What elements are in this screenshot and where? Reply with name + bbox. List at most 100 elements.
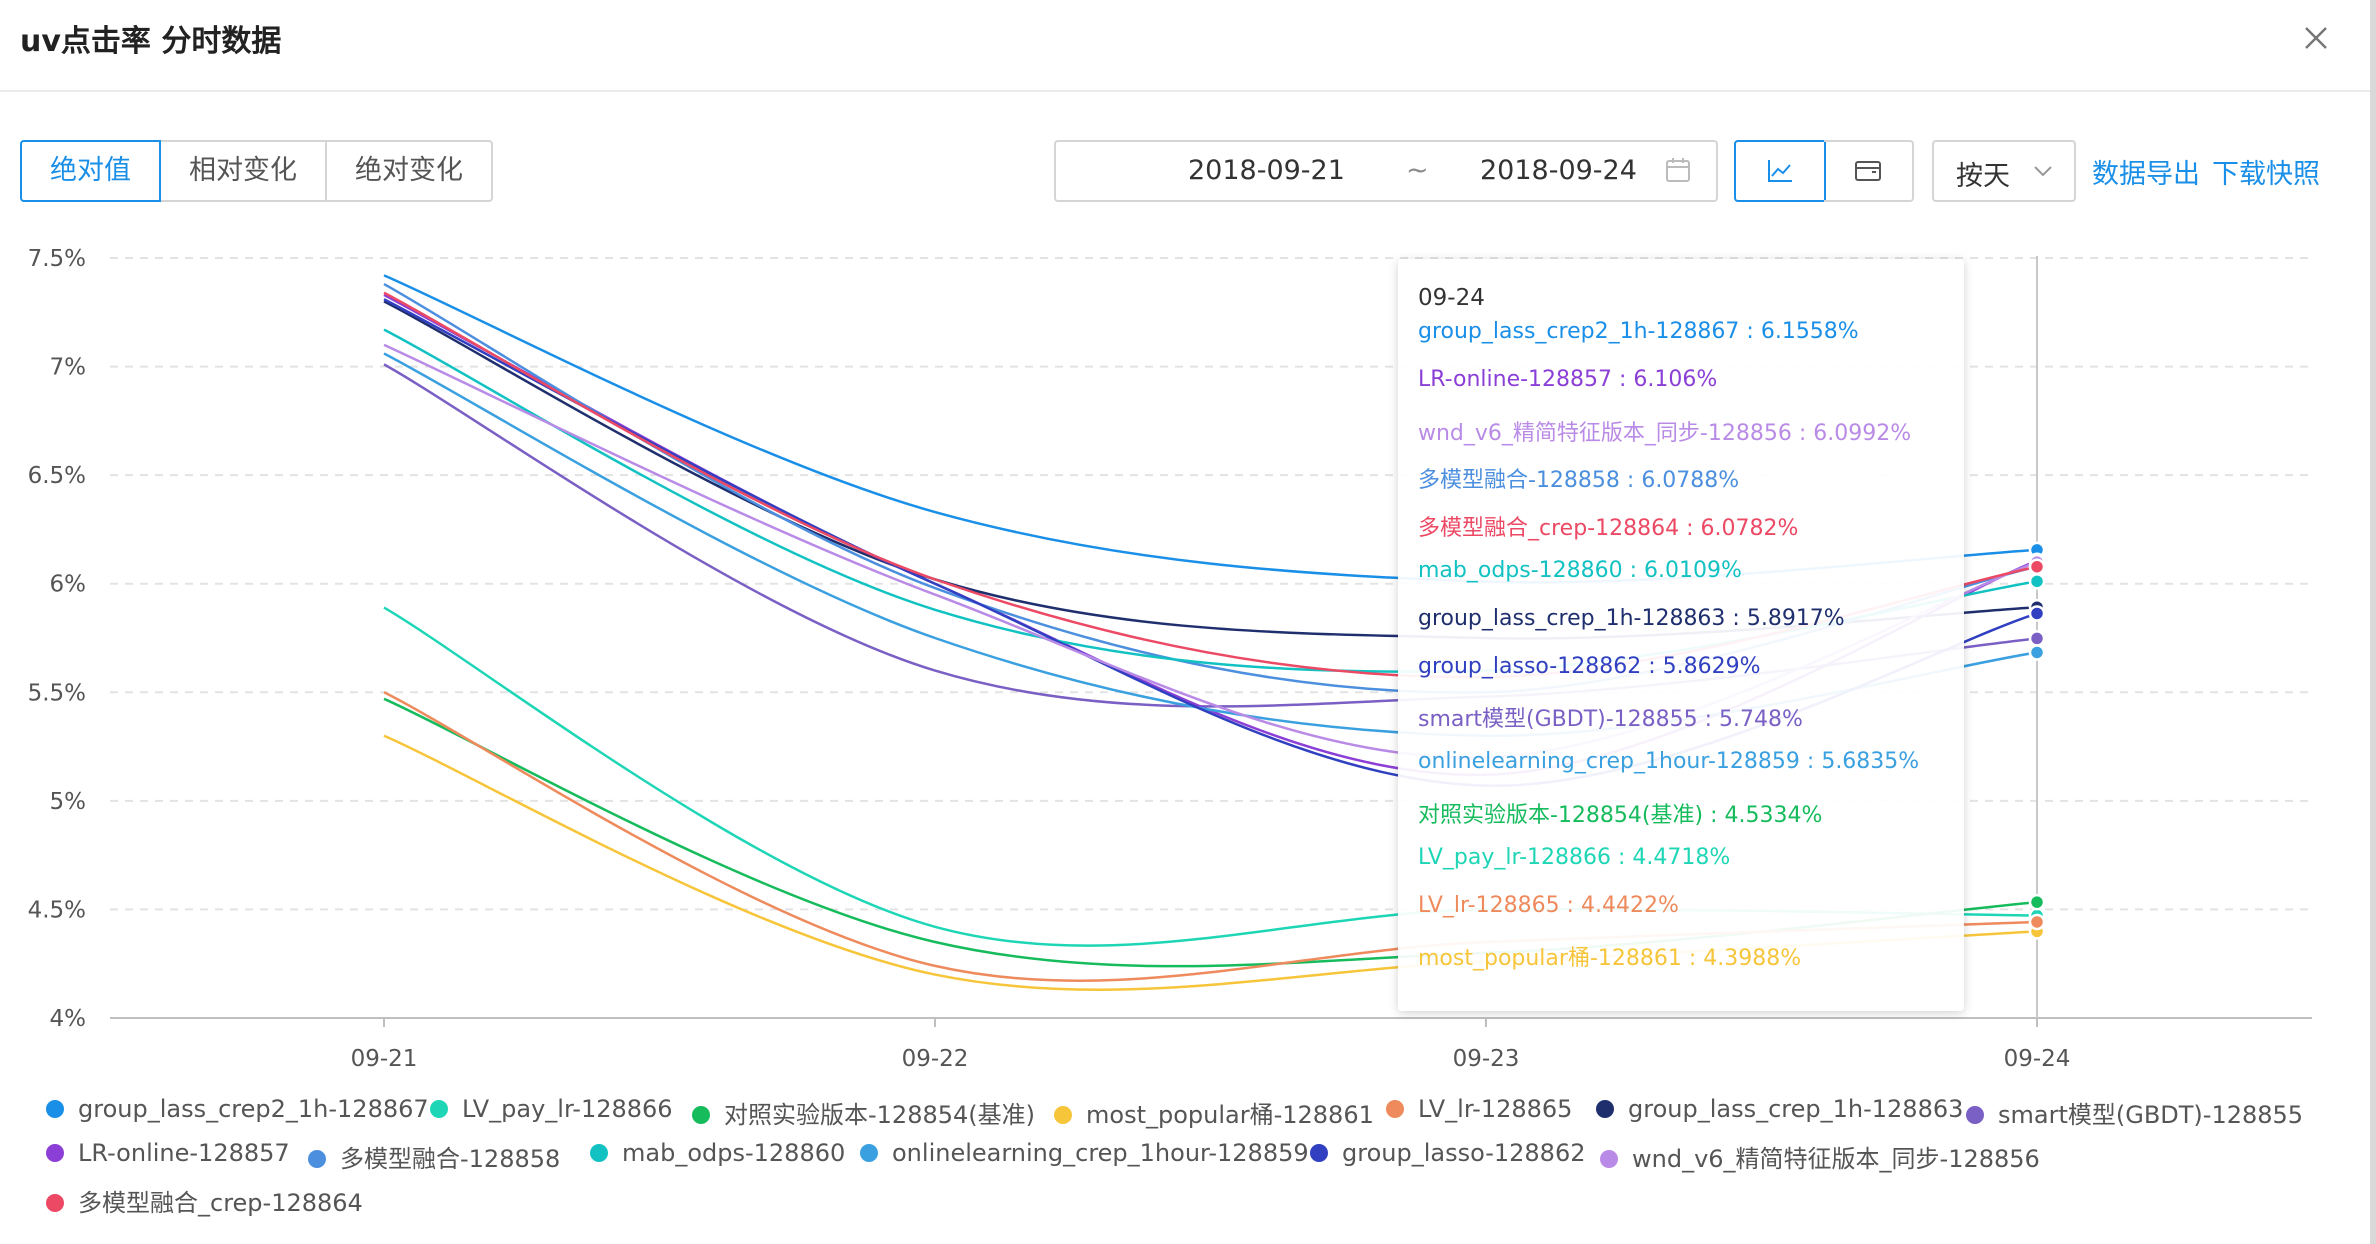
line-view-button[interactable] bbox=[1734, 140, 1826, 202]
legend-label: 多模型融合_crep-128864 bbox=[78, 1189, 363, 1217]
legend-label: onlinelearning_crep_1hour-128859 bbox=[892, 1139, 1309, 1167]
tooltip-row: most_popular桶-128861 : 4.3988% bbox=[1418, 946, 1802, 972]
data-point bbox=[2028, 913, 2046, 931]
legend-label: LR-online-128857 bbox=[78, 1139, 290, 1167]
legend-label: group_lasso-128862 bbox=[1342, 1139, 1586, 1167]
legend-label: group_lass_crep_1h-128863 bbox=[1628, 1095, 1964, 1123]
data-point bbox=[2028, 630, 2046, 647]
data-point bbox=[2028, 573, 2046, 590]
value-mode-tabs: 绝对值 相对变化 绝对变化 bbox=[20, 140, 493, 202]
legend-dot-icon bbox=[1596, 1100, 1614, 1118]
legend-label: 多模型融合-128858 bbox=[340, 1145, 561, 1173]
y-tick-label: 4.5% bbox=[28, 897, 86, 923]
legend-item[interactable]: onlinelearning_crep_1hour-128859 bbox=[860, 1139, 1309, 1167]
legend-item[interactable]: 多模型融合-128858 bbox=[308, 1139, 560, 1174]
granularity-value: 按天 bbox=[1956, 161, 2010, 192]
tooltip-row: mab_odps-128860 : 6.0109% bbox=[1418, 558, 1742, 583]
tab-absolute-change[interactable]: 绝对变化 bbox=[327, 140, 493, 202]
tooltip-row: LV_lr-128865 : 4.4422% bbox=[1418, 892, 1679, 918]
tooltip-row: wnd_v6_精简特征版本_同步-128856 : 6.0992% bbox=[1418, 420, 1912, 446]
x-tick-label: 09-23 bbox=[1453, 1046, 1520, 1072]
granularity-select[interactable]: 按天 bbox=[1932, 140, 2076, 202]
legend-item[interactable]: 对照实验版本-128854(基准) bbox=[692, 1095, 1035, 1130]
legend-label: LV_pay_lr-128866 bbox=[462, 1095, 673, 1123]
close-icon[interactable] bbox=[2296, 18, 2336, 58]
x-tick-label: 09-24 bbox=[2004, 1046, 2071, 1072]
date-start[interactable]: 2018-09-21 bbox=[1188, 155, 1345, 186]
legend-dot-icon bbox=[1600, 1150, 1618, 1168]
y-tick-label: 7% bbox=[50, 355, 87, 381]
legend-dot-icon bbox=[46, 1100, 64, 1118]
data-point bbox=[2028, 605, 2046, 622]
legend-item[interactable]: smart模型(GBDT)-128855 bbox=[1966, 1095, 2303, 1130]
legend-dot-icon bbox=[1966, 1106, 1984, 1124]
y-tick-label: 7.5% bbox=[28, 246, 86, 272]
legend-dot-icon bbox=[46, 1194, 64, 1212]
data-point bbox=[2028, 558, 2046, 575]
legend-dot-icon bbox=[1310, 1144, 1328, 1162]
y-tick-label: 4% bbox=[50, 1006, 87, 1032]
legend-label: group_lass_crep2_1h-128867 bbox=[78, 1095, 429, 1123]
y-tick-label: 6.5% bbox=[28, 463, 86, 489]
data-point bbox=[2028, 893, 2046, 911]
legend-item[interactable]: LV_lr-128865 bbox=[1386, 1095, 1572, 1123]
legend-label: mab_odps-128860 bbox=[622, 1139, 846, 1167]
window-edge bbox=[2370, 0, 2376, 1244]
y-tick-label: 5% bbox=[50, 789, 87, 815]
table-icon bbox=[1855, 161, 1881, 181]
legend-dot-icon bbox=[46, 1144, 64, 1162]
export-data-link[interactable]: 数据导出 bbox=[2092, 159, 2200, 190]
legend-item[interactable]: group_lass_crep2_1h-128867 bbox=[46, 1095, 429, 1123]
tooltip-row: group_lass_crep_1h-128863 : 5.8917% bbox=[1418, 605, 1845, 631]
dialog-header: uv点击率 分时数据 bbox=[0, 0, 2370, 92]
y-tick-label: 6% bbox=[50, 572, 87, 598]
dialog-title: uv点击率 分时数据 bbox=[20, 24, 282, 59]
tab-absolute-value[interactable]: 绝对值 bbox=[20, 140, 161, 202]
legend-dot-icon bbox=[430, 1100, 448, 1118]
tooltip-row: 多模型融合_crep-128864 : 6.0782% bbox=[1418, 516, 1799, 542]
tooltip-row: LV_pay_lr-128866 : 4.4718% bbox=[1418, 844, 1731, 870]
legend-dot-icon bbox=[590, 1144, 608, 1162]
legend-item[interactable]: LR-online-128857 bbox=[46, 1139, 290, 1167]
legend-dot-icon bbox=[308, 1150, 326, 1168]
tooltip-row: 对照实验版本-128854(基准) : 4.5334% bbox=[1418, 803, 1823, 828]
legend-item[interactable]: group_lass_crep_1h-128863 bbox=[1596, 1095, 1963, 1123]
chart-tooltip: 09-24 group_lass_crep2_1h-128867 : 6.155… bbox=[1398, 259, 1964, 1011]
chevron-down-icon bbox=[2034, 166, 2052, 177]
x-tick-label: 09-22 bbox=[902, 1046, 969, 1072]
legend-dot-icon bbox=[692, 1106, 710, 1124]
date-end[interactable]: 2018-09-24 bbox=[1480, 155, 1637, 186]
legend-label: most_popular桶-128861 bbox=[1086, 1101, 1374, 1129]
tooltip-row: LR-online-128857 : 6.106% bbox=[1418, 366, 1718, 392]
x-tick-label: 09-21 bbox=[351, 1046, 418, 1072]
legend-item[interactable]: wnd_v6_精简特征版本_同步-128856 bbox=[1600, 1139, 2040, 1174]
tooltip-date: 09-24 bbox=[1418, 285, 1485, 311]
legend-dot-icon bbox=[860, 1144, 878, 1162]
legend-item[interactable]: mab_odps-128860 bbox=[590, 1139, 845, 1167]
date-separator: ~ bbox=[1406, 155, 1429, 186]
legend-item[interactable]: most_popular桶-128861 bbox=[1054, 1095, 1374, 1130]
legend-label: wnd_v6_精简特征版本_同步-128856 bbox=[1632, 1145, 2040, 1173]
y-tick-label: 5.5% bbox=[28, 680, 86, 706]
tooltip-row: group_lass_crep2_1h-128867 : 6.1558% bbox=[1418, 319, 1859, 344]
legend-item[interactable]: LV_pay_lr-128866 bbox=[430, 1095, 673, 1123]
legend-label: 对照实验版本-128854(基准) bbox=[724, 1101, 1036, 1129]
tooltip-row: smart模型(GBDT)-128855 : 5.748% bbox=[1418, 707, 1803, 733]
legend-label: LV_lr-128865 bbox=[1418, 1095, 1573, 1123]
table-view-button[interactable] bbox=[1824, 140, 1914, 202]
line-chart: 4% 4.5% 5% 5.5% 6% 6.5% 7% 7.5% 09-21 09-22 09-23… bbox=[28, 246, 2312, 1072]
calendar-icon bbox=[1666, 158, 1690, 182]
legend-label: smart模型(GBDT)-128855 bbox=[1998, 1101, 2304, 1129]
data-point bbox=[2028, 644, 2046, 661]
legend-item[interactable]: group_lasso-128862 bbox=[1310, 1139, 1586, 1167]
date-range-picker[interactable]: 2018-09-21 ~ 2018-09-24 bbox=[1054, 140, 1718, 202]
legend-dot-icon bbox=[1386, 1100, 1404, 1118]
line-chart-icon bbox=[1768, 160, 1792, 182]
tooltip-row: group_lasso-128862 : 5.8629% bbox=[1418, 653, 1761, 679]
legend-item[interactable]: 多模型融合_crep-128864 bbox=[46, 1183, 363, 1218]
legend-dot-icon bbox=[1054, 1106, 1072, 1124]
tooltip-row: onlinelearning_crep_1hour-128859 : 5.683… bbox=[1418, 749, 1920, 775]
tab-relative-change[interactable]: 相对变化 bbox=[161, 140, 327, 202]
download-snapshot-link[interactable]: 下载快照 bbox=[2212, 159, 2320, 190]
